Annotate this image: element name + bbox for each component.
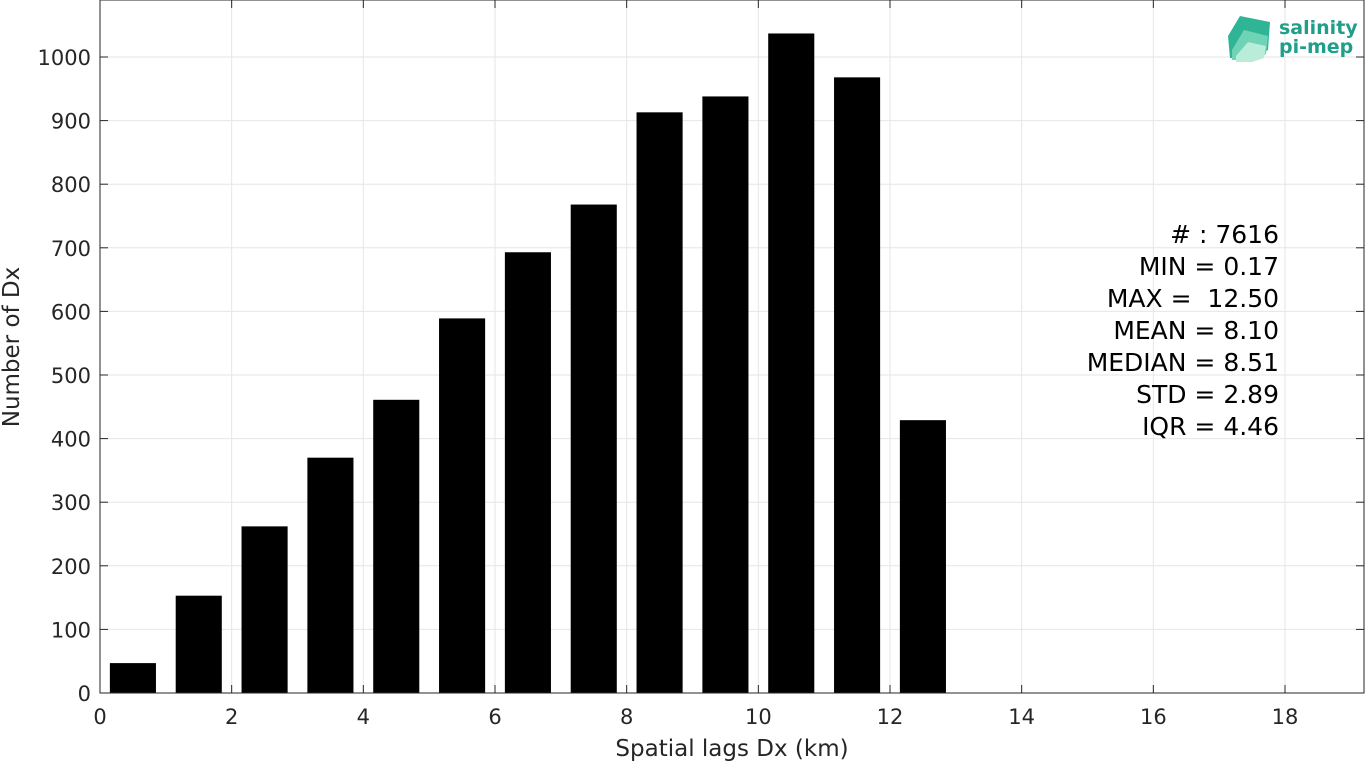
histogram-bar (504, 252, 551, 693)
y-tick-label: 200 (51, 555, 91, 579)
histogram-bar (175, 595, 222, 693)
y-tick-label: 500 (51, 364, 91, 388)
histogram-bar (570, 204, 617, 693)
histogram-bar (439, 318, 486, 693)
y-tick-label: 400 (51, 428, 91, 452)
histogram-bar (109, 663, 156, 693)
y-tick-label: 800 (51, 173, 91, 197)
x-tick-label: 2 (225, 705, 238, 729)
x-axis-ticks: 0 2 4 6 8 10 12 14 16 18 (93, 0, 1298, 729)
stat-line: MIN = 0.17 (1139, 252, 1279, 281)
histogram-bar (899, 420, 946, 693)
x-tick-label: 6 (488, 705, 501, 729)
y-tick-label: 1000 (38, 46, 91, 70)
histogram-bar (241, 526, 288, 693)
logo-line1: salinity (1279, 17, 1358, 39)
stat-line: MAX = 12.50 (1107, 284, 1279, 313)
y-tick-label: 300 (51, 491, 91, 515)
bars (109, 33, 946, 694)
histogram-bar (307, 457, 354, 693)
x-tick-label: 8 (620, 705, 633, 729)
x-tick-label: 18 (1272, 705, 1299, 729)
x-tick-label: 0 (93, 705, 106, 729)
histogram-bar (636, 112, 683, 693)
x-tick-label: 14 (1008, 705, 1035, 729)
y-tick-label: 100 (51, 618, 91, 642)
y-tick-label: 900 (51, 110, 91, 134)
y-tick-label: 600 (51, 300, 91, 324)
stat-line: MEDIAN = 8.51 (1087, 348, 1279, 377)
histogram-bar (373, 399, 420, 693)
x-axis-title: Spatial lags Dx (km) (615, 736, 848, 762)
y-axis-title: Number of Dx (0, 267, 25, 428)
histogram-bar (834, 77, 881, 694)
histogram-bar (768, 33, 815, 693)
stats-box: # : 7616 MIN = 0.17 MAX = 12.50 MEAN = 8.10… (1087, 220, 1279, 441)
x-tick-label: 16 (1140, 705, 1167, 729)
stat-line: STD = 2.89 (1136, 380, 1279, 409)
plot-area-border (99, 0, 1365, 694)
x-tick-label: 10 (745, 705, 772, 729)
x-tick-label: 12 (877, 705, 904, 729)
x-tick-label: 4 (357, 705, 370, 729)
y-axis-ticks: 0 100 200 300 400 500 600 700 800 900 1000 (38, 46, 1364, 706)
stat-line: MEAN = 8.10 (1113, 316, 1279, 345)
wave-logo-icon (1228, 16, 1270, 62)
stat-line: # : 7616 (1170, 220, 1279, 249)
logo-line2: pi-mep (1279, 36, 1353, 58)
y-tick-label: 700 (51, 237, 91, 261)
y-tick-label: 0 (78, 682, 91, 706)
stat-line: IQR = 4.46 (1142, 412, 1279, 441)
salinity-pi-mep-logo: salinity pi-mep (1228, 16, 1358, 62)
histogram-bar (702, 96, 749, 693)
